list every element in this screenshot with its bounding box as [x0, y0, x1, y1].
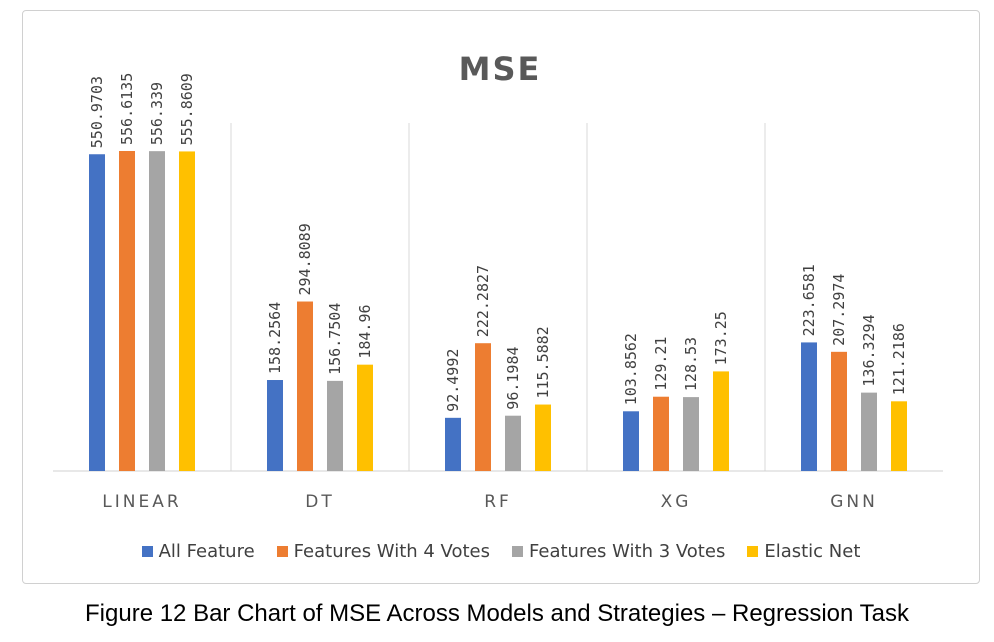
data-label: 550.9703 [88, 76, 106, 148]
bar-linear-series-3 [179, 151, 195, 471]
category-label: RF [484, 492, 512, 512]
bar-linear-series-0 [89, 154, 105, 471]
data-label: 156.7504 [326, 303, 344, 375]
category-label: XG [661, 492, 692, 512]
data-label: 222.2827 [474, 265, 492, 337]
bar-dt-series-1 [297, 301, 313, 471]
legend-swatch [747, 545, 759, 557]
bar-xg-series-2 [683, 397, 699, 471]
legend-label: Features With 3 Votes [529, 540, 726, 562]
bar-linear-series-2 [149, 151, 165, 471]
legend-label: All Feature [158, 540, 255, 562]
bar-gnn-series-3 [891, 401, 907, 471]
bar-gnn-series-0 [801, 342, 817, 471]
bar-xg-series-1 [653, 396, 669, 471]
legend-item: All Feature [141, 540, 255, 562]
legend-item: Elastic Net [747, 541, 860, 562]
data-label: 556.6135 [118, 73, 136, 145]
bar-xg-series-0 [623, 411, 639, 471]
bar-gnn-series-1 [831, 351, 847, 471]
chart-title: MSE [459, 50, 542, 88]
chart-frame: MSE 550.9703 556.6135 556.339 555.8609 158.2… [22, 10, 980, 584]
legend-item: Features With 4 Votes [276, 540, 490, 562]
data-label: 556.339 [148, 82, 166, 145]
data-label: 115.5882 [534, 326, 552, 398]
bar-gnn-series-2 [861, 392, 877, 471]
legend-item: Features With 3 Votes [512, 541, 725, 562]
data-label: 207.2974 [830, 274, 848, 346]
bar-xg-series-3 [713, 371, 729, 471]
figure-caption: Figure 12 Bar Chart of MSE Across Models… [85, 600, 909, 627]
bars-group [89, 151, 907, 471]
bar-linear-series-1 [119, 151, 135, 471]
bar-dt-series-0 [267, 380, 283, 471]
category-label: LINEAR [102, 492, 181, 512]
data-label: 96.1984 [504, 346, 522, 409]
legend-swatch [512, 545, 523, 557]
legend-swatch [276, 545, 288, 557]
mse-bar-chart: MSE 550.9703 556.6135 556.339 555.8609 158.2… [53, 50, 943, 512]
bar-rf-series-1 [475, 343, 491, 471]
data-label: 121.2186 [890, 323, 908, 395]
data-label: 158.2564 [266, 302, 284, 374]
data-label: 103.8562 [622, 333, 640, 405]
legend-label: Elastic Net [764, 540, 861, 562]
data-label: 128.53 [682, 337, 700, 391]
bar-rf-series-3 [535, 404, 551, 471]
category-labels-group: LINEAR DT RF XG GNN [102, 492, 878, 512]
data-label: 92.4992 [444, 349, 462, 412]
data-label: 136.3294 [860, 314, 878, 386]
data-label: 129.21 [652, 337, 670, 391]
legend-swatch [141, 545, 153, 557]
category-label: DT [305, 492, 334, 512]
category-label: GNN [830, 492, 878, 512]
data-labels-group: 550.9703 556.6135 556.339 555.8609 158.2564 2… [88, 73, 908, 412]
data-label: 294.8089 [296, 223, 314, 295]
bar-rf-series-2 [505, 415, 521, 471]
legend: All Feature Features With 4 Votes Features… [22, 537, 980, 565]
data-label: 555.8609 [178, 73, 196, 145]
category-separators [230, 123, 766, 471]
data-label: 184.96 [356, 304, 374, 358]
bar-rf-series-0 [445, 417, 461, 471]
bar-dt-series-3 [357, 364, 373, 471]
data-label: 173.25 [712, 311, 730, 365]
bar-dt-series-2 [327, 380, 343, 471]
data-label: 223.6581 [800, 264, 818, 336]
legend-label: Features With 4 Votes [293, 540, 490, 562]
